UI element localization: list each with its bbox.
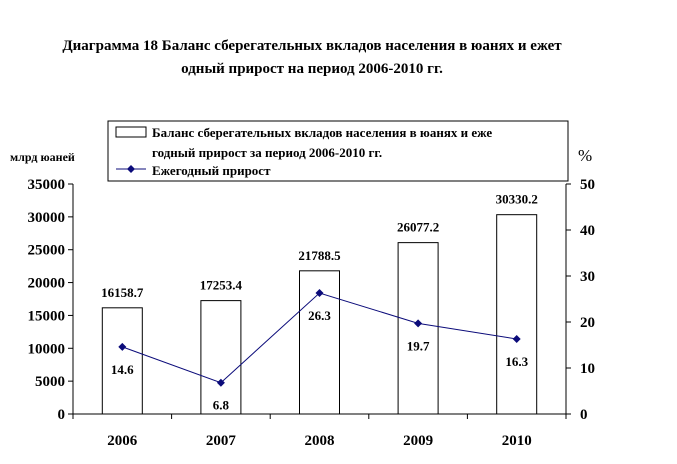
- right-axis-ticks: 0 10 20 30 40 50: [566, 177, 595, 423]
- legend-bar-label-line-2: годный прирост за период 2006-2010 гг.: [152, 145, 382, 160]
- legend: Баланс сберегательных вкладов населения …: [107, 120, 569, 182]
- left-axis-tick-label: 30000: [28, 210, 66, 226]
- bar-value-label: 17253.4: [200, 278, 243, 293]
- line-point: [512, 335, 521, 344]
- left-axis-tick-label: 35000: [28, 177, 66, 193]
- bar-value-label: 21788.5: [298, 248, 341, 263]
- bar-value-label: 30330.2: [496, 192, 538, 207]
- right-axis-tick-label: 10: [580, 361, 595, 377]
- right-axis-unit: %: [578, 146, 592, 165]
- right-axis-tick-label: 50: [580, 177, 595, 193]
- legend-bar-label-line-1: Баланс сберегательных вкладов населения …: [152, 125, 492, 140]
- line-series: 14.6 6.8 26.3 19.7 16.3: [111, 289, 529, 413]
- legend-line-marker: [127, 165, 135, 173]
- line-point: [118, 342, 127, 351]
- right-axis-tick-label: 0: [580, 407, 588, 423]
- bar-value-label: 26077.2: [397, 220, 439, 235]
- bar: [397, 242, 439, 415]
- line-point: [414, 319, 423, 328]
- right-axis-tick-label: 40: [580, 223, 595, 239]
- left-axis-tick-label: 25000: [28, 243, 66, 259]
- line-value-label: 6.8: [213, 398, 230, 413]
- left-axis-ticks: 0 5000 10000 15000 20000 25000 30000 35000: [28, 177, 73, 423]
- right-axis-tick-label: 30: [580, 269, 595, 285]
- x-axis-tick-label: 2007: [206, 433, 237, 449]
- line-value-label: 16.3: [505, 354, 528, 369]
- line-point: [216, 378, 225, 387]
- bar: [496, 214, 538, 415]
- line-value-label: 26.3: [308, 308, 331, 323]
- x-axis-tick-label: 2006: [107, 433, 138, 449]
- legend-frame: [107, 120, 569, 182]
- chart-title-line-2: одный прирост на период 2006-2010 гг.: [181, 61, 443, 77]
- legend-bar-swatch: [115, 126, 147, 138]
- left-axis-tick-label: 5000: [35, 374, 65, 390]
- x-axis-tick-label: 2009: [403, 433, 433, 449]
- x-axis-tick-label: 2010: [502, 433, 532, 449]
- line-point: [315, 289, 324, 298]
- x-axis-ticks: 2006 2007 2008 2009 2010: [72, 414, 567, 449]
- bar: [101, 307, 143, 415]
- line-value-label: 14.6: [111, 362, 134, 377]
- left-axis-tick-label: 20000: [28, 276, 66, 292]
- left-axis-tick-label: 0: [58, 407, 66, 423]
- left-axis-tick-label: 15000: [28, 308, 66, 324]
- legend-line-label: Ежегодный прирост: [152, 163, 271, 178]
- bar-value-label: 16158.7: [101, 285, 144, 300]
- bar: [200, 300, 242, 415]
- left-axis-tick-label: 10000: [28, 341, 66, 357]
- line-value-label: 19.7: [407, 338, 430, 353]
- left-axis-unit: млрд юаней: [10, 150, 75, 164]
- x-axis-tick-label: 2008: [305, 433, 335, 449]
- bars: 16158.7 17253.4 21788.5 26077.2 30330.2: [101, 192, 538, 415]
- right-axis-tick-label: 20: [580, 315, 595, 331]
- chart-title-line-1: Диаграмма 18 Баланс сберегательных вклад…: [62, 38, 562, 54]
